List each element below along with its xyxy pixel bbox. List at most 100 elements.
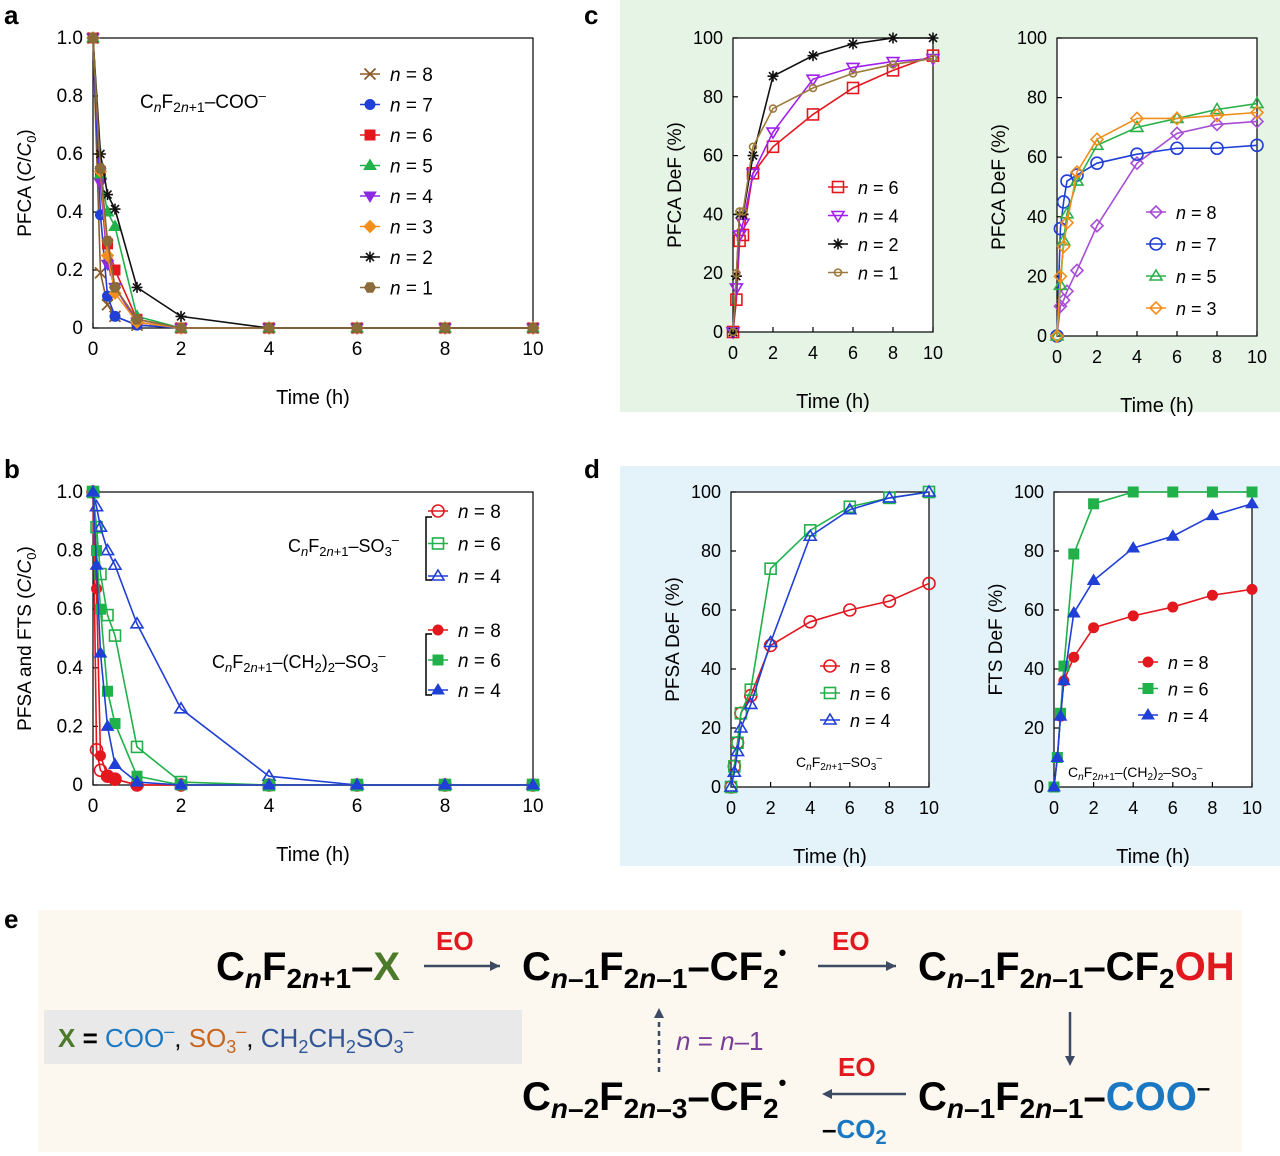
data-point	[808, 83, 818, 93]
legend-item: n = 8	[1146, 203, 1217, 223]
scheme-arrow-loop-head	[654, 1008, 664, 1018]
y-tick-label: 0.4	[57, 202, 84, 223]
data-point	[1165, 529, 1180, 541]
x-tick-label: 10	[923, 343, 943, 363]
data-point	[1167, 601, 1179, 613]
x-axis-label: Time (h)	[276, 387, 350, 409]
data-point	[86, 485, 100, 497]
legend-marker	[432, 624, 444, 636]
x-tick-label: 6	[1168, 798, 1178, 818]
legend: n = 8 n = 6 n = 4	[820, 657, 891, 731]
legend-label: n = 5	[390, 157, 433, 178]
scheme-eo-3: EO	[838, 1052, 876, 1082]
y-tick-label: 40	[703, 204, 723, 224]
legend-marker	[832, 238, 844, 250]
legend-label: n = 4	[858, 207, 899, 227]
legend-marker	[363, 191, 377, 203]
scheme-minus-co2: –CO2	[822, 1114, 887, 1149]
data-point	[1090, 156, 1104, 170]
panel-label-e: e	[4, 904, 18, 934]
annotation-pfsa-formula: CnF2n+1–SO3–	[796, 753, 882, 773]
group-label-fts: CnF2n+1–(CH2)2–SO3–	[212, 648, 386, 675]
data-point	[100, 543, 115, 556]
x-tick-label: 4	[264, 796, 275, 817]
data-point	[93, 646, 108, 658]
y-tick-label: 0	[711, 777, 721, 797]
scheme-loop-label: n = n–1	[676, 1026, 764, 1056]
data-point	[108, 219, 122, 231]
x-definition-box	[44, 1010, 522, 1064]
data-point	[102, 685, 114, 697]
data-point	[730, 744, 745, 757]
data-point	[174, 778, 188, 790]
plot-frame	[730, 491, 930, 788]
data-point	[130, 740, 144, 754]
plot-frame	[1056, 37, 1258, 337]
y-tick-label: 100	[1014, 482, 1044, 502]
y-tick-label: 0.8	[57, 86, 83, 107]
x-tick-label: 0	[88, 339, 99, 360]
panel-label-b: b	[4, 454, 20, 484]
legend-marker	[364, 129, 376, 141]
data-point	[94, 603, 106, 615]
y-axis-label: FTS DeF (%)	[986, 584, 1007, 696]
legend-label: n = 6	[458, 651, 501, 672]
legend-marker	[1148, 300, 1164, 316]
legend-label: n = 8	[458, 621, 501, 642]
data-point	[1206, 486, 1218, 498]
data-point	[1127, 610, 1139, 622]
data-point	[350, 322, 364, 334]
data-point	[1053, 299, 1068, 314]
x-tick-label: 0	[726, 798, 736, 818]
data-point	[1249, 105, 1265, 120]
data-point	[129, 616, 145, 629]
panel-label-d: d	[584, 454, 600, 484]
scheme-arrow-down-head	[1065, 1056, 1075, 1066]
y-axis-label: PFCA DeF (%)	[989, 124, 1010, 250]
data-point	[1058, 660, 1070, 672]
legend-item: n = 3	[360, 218, 433, 239]
data-point	[805, 74, 821, 87]
data-point	[806, 108, 820, 121]
legend-marker	[1149, 237, 1163, 251]
data-point	[101, 298, 114, 311]
x-tick-label: 4	[808, 343, 818, 363]
legend-label: n = 8	[1176, 203, 1217, 223]
x-tick-label: 8	[884, 798, 894, 818]
y-tick-label: 80	[1024, 541, 1044, 561]
legend-label: n = 4	[458, 681, 501, 702]
data-point	[109, 717, 121, 729]
x-definition: X = COO–, SO3–, CH2CH2SO3–	[58, 1021, 414, 1057]
legend-label: n = 4	[850, 711, 891, 731]
data-point	[842, 603, 857, 617]
legend-label: n = 6	[390, 126, 433, 147]
x-tick-label: 10	[919, 798, 939, 818]
x-tick-label: 6	[352, 339, 363, 360]
scheme-eo-1: EO	[436, 926, 474, 956]
data-point	[94, 148, 106, 160]
legend-label: n = 8	[458, 502, 501, 523]
data-point	[1206, 589, 1218, 601]
bracket-fts	[425, 633, 432, 696]
legend-item: n = 8	[1138, 653, 1209, 673]
x-axis-label: Time (h)	[1120, 395, 1194, 417]
data-point	[131, 281, 143, 293]
y-tick-label: 0.2	[57, 260, 83, 281]
data-point	[765, 127, 781, 140]
x-tick-label: 8	[440, 339, 451, 360]
legend-marker	[364, 99, 376, 110]
y-tick-label: 0.6	[57, 599, 83, 620]
legend-label: n = 6	[1168, 680, 1209, 700]
legend-marker	[822, 712, 838, 725]
legend-item: n = 3	[1146, 299, 1217, 319]
y-tick-label: 0	[72, 775, 83, 796]
chart-a: 0 2 4 6 8 10 0 0.2 0.4 0.6 0.8 1.0 Time (h) PFCA (C/C…	[15, 28, 544, 409]
y-axis-label: PFSA and FTS (C/C0)	[15, 546, 39, 731]
series-n-1	[86, 32, 540, 334]
data-point	[1205, 508, 1220, 521]
data-point	[1246, 486, 1258, 498]
data-point	[842, 502, 858, 515]
legend-marker	[431, 537, 445, 550]
data-point	[1089, 218, 1105, 233]
